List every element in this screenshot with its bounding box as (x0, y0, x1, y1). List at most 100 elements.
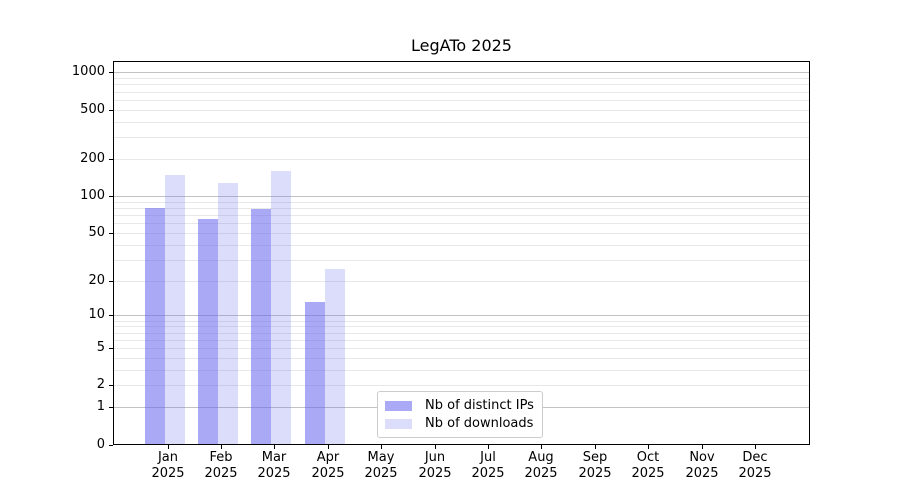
y-tick-1 (109, 407, 113, 408)
y-tick-2 (109, 385, 113, 386)
legend-swatch-distinct-ips (385, 401, 412, 411)
bar-nb-of-downloads-feb-2025 (218, 183, 238, 445)
gridline-minor-7 (114, 333, 810, 334)
y-tick-5 (109, 348, 113, 349)
x-tick-oct-2025 (648, 445, 649, 449)
x-tick-label-may-2025: May 2025 (341, 450, 421, 481)
gridline-minor-5 (114, 348, 810, 349)
y-tick-500 (109, 110, 113, 111)
gridline-minor-200 (114, 159, 810, 160)
y-tick-1000 (109, 72, 113, 73)
y-tick-0 (109, 445, 113, 446)
x-tick-month: Jun (424, 450, 446, 465)
gridline-minor-500 (114, 110, 810, 111)
x-tick-year: 2025 (151, 465, 185, 481)
bar-nb-of-distinct-ips-jan-2025 (145, 208, 165, 445)
x-tick-month: Jul (480, 450, 496, 465)
legend-swatch-downloads (385, 419, 412, 429)
x-tick-label-jan-2025: Jan 2025 (128, 450, 208, 481)
legend-label-downloads: Nb of downloads (425, 416, 534, 431)
gridline-minor-50 (114, 233, 810, 234)
x-tick-label-jun-2025: Jun 2025 (395, 450, 475, 481)
y-tick-label-100: 100 (80, 188, 105, 203)
x-tick-year: 2025 (257, 465, 291, 481)
x-tick-year: 2025 (364, 465, 398, 481)
x-tick-month: Sep (582, 450, 608, 465)
bar-nb-of-downloads-apr-2025 (325, 269, 345, 444)
x-tick-year: 2025 (685, 465, 719, 481)
x-tick-apr-2025 (328, 445, 329, 449)
gridline-minor-400 (114, 122, 810, 123)
x-tick-mar-2025 (274, 445, 275, 449)
gridline-major-10 (114, 315, 810, 316)
x-tick-jun-2025 (435, 445, 436, 449)
gridline-minor-70 (114, 215, 810, 216)
x-tick-label-mar-2025: Mar 2025 (234, 450, 314, 481)
bar-nb-of-distinct-ips-mar-2025 (251, 209, 271, 444)
y-tick-label-2: 2 (96, 377, 105, 392)
gridline-minor-2 (114, 385, 810, 386)
y-tick-label-50: 50 (88, 225, 105, 240)
x-tick-month: Dec (742, 450, 768, 465)
x-tick-label-dec-2025: Dec 2025 (715, 450, 795, 481)
y-tick-label-1: 1 (96, 399, 105, 414)
gridline-minor-900 (114, 78, 810, 79)
chart-title: LegATo 2025 (411, 36, 512, 55)
x-tick-label-sep-2025: Sep 2025 (555, 450, 635, 481)
gridline-minor-30 (114, 260, 810, 261)
y-tick-label-5: 5 (96, 340, 105, 355)
gridline-major-100 (114, 196, 810, 197)
x-tick-year: 2025 (578, 465, 612, 481)
bar-nb-of-downloads-jan-2025 (165, 175, 185, 444)
gridline-minor-700 (114, 92, 810, 93)
x-tick-month: Mar (261, 450, 287, 465)
x-tick-year: 2025 (204, 465, 238, 481)
x-tick-year: 2025 (311, 465, 345, 481)
x-tick-month: Feb (209, 450, 233, 465)
x-tick-label-oct-2025: Oct 2025 (608, 450, 688, 481)
y-tick-label-500: 500 (80, 102, 105, 117)
gridline-minor-20 (114, 281, 810, 282)
x-tick-year: 2025 (738, 465, 772, 481)
gridline-minor-60 (114, 223, 810, 224)
x-tick-month: Jan (157, 450, 179, 465)
x-tick-year: 2025 (524, 465, 558, 481)
bar-nb-of-downloads-mar-2025 (271, 171, 291, 445)
legend-label-distinct-ips: Nb of distinct IPs (425, 398, 534, 413)
y-tick-label-1000: 1000 (71, 64, 105, 79)
y-tick-50 (109, 233, 113, 234)
x-tick-label-feb-2025: Feb 2025 (181, 450, 261, 481)
x-tick-year: 2025 (418, 465, 452, 481)
x-tick-month: Aug (528, 450, 554, 465)
x-tick-sep-2025 (595, 445, 596, 449)
legend-item-downloads: Nb of downloads (378, 415, 542, 433)
plot-border (113, 61, 810, 445)
y-tick-label-10: 10 (88, 307, 105, 322)
gridline-minor-800 (114, 84, 810, 85)
gridline-minor-600 (114, 100, 810, 101)
x-tick-nov-2025 (702, 445, 703, 449)
gridline-minor-4 (114, 358, 810, 359)
bar-nb-of-distinct-ips-feb-2025 (198, 219, 218, 445)
y-tick-20 (109, 281, 113, 282)
y-tick-10 (109, 315, 113, 316)
y-tick-label-20: 20 (88, 273, 105, 288)
x-tick-jan-2025 (168, 445, 169, 449)
x-tick-may-2025 (381, 445, 382, 449)
x-tick-dec-2025 (755, 445, 756, 449)
gridline-major-1000 (114, 72, 810, 73)
y-tick-label-0: 0 (96, 437, 105, 452)
legend: Nb of distinct IPs Nb of downloads (377, 391, 543, 438)
bar-nb-of-distinct-ips-apr-2025 (305, 302, 325, 444)
x-tick-month: Nov (689, 450, 715, 465)
x-tick-month: Oct (636, 450, 660, 465)
gridline-minor-8 (114, 326, 810, 327)
x-tick-label-jul-2025: Jul 2025 (448, 450, 528, 481)
gridline-minor-6 (114, 340, 810, 341)
x-tick-label-apr-2025: Apr 2025 (288, 450, 368, 481)
x-tick-year: 2025 (471, 465, 505, 481)
y-tick-100 (109, 196, 113, 197)
gridline-minor-9 (114, 321, 810, 322)
x-tick-label-nov-2025: Nov 2025 (662, 450, 742, 481)
